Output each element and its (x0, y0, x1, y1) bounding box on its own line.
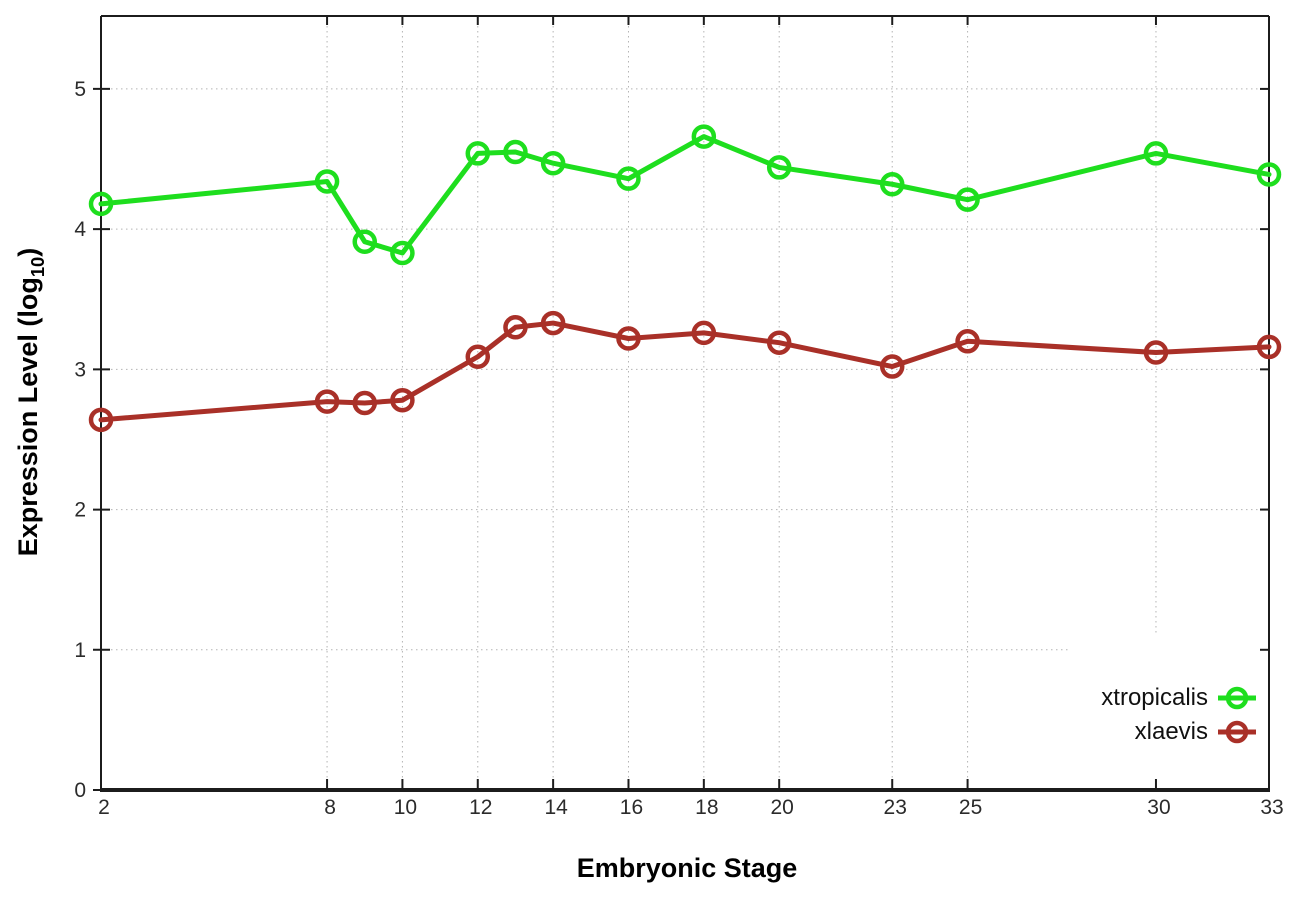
y-tick-label: 5 (74, 78, 86, 101)
x-tick-label: 10 (394, 796, 417, 819)
data-point-xlaevis (314, 389, 340, 414)
data-point-xtropicalis (540, 150, 566, 176)
y-axis-title-close: ) (13, 247, 43, 257)
legend-label-xlaevis: xlaevis (1134, 717, 1208, 745)
y-axis-title-main: Expression Level (log (13, 277, 43, 557)
legend: xtropicalis xlaevis (1068, 633, 1267, 786)
data-point-xlaevis (540, 310, 566, 336)
data-point-xlaevis (879, 354, 905, 379)
data-point-xlaevis (1256, 334, 1282, 360)
legend-item-xtropicalis: xtropicalis (1068, 681, 1267, 715)
data-point-xtropicalis (503, 139, 528, 165)
x-tick-label: 16 (620, 796, 643, 819)
x-tick-label: 30 (1147, 796, 1170, 819)
x-tick-label: 25 (959, 796, 982, 819)
data-point-xlaevis (465, 344, 491, 369)
x-tick-label: 20 (771, 796, 794, 819)
x-tick-label: 2 (98, 796, 110, 819)
y-axis-title: Expression Level (log10) (10, 152, 48, 652)
y-tick-label: 1 (74, 639, 86, 662)
legend-label-xtropicalis: xtropicalis (1101, 683, 1208, 711)
data-point-xtropicalis (352, 229, 377, 254)
x-tick-label: 12 (469, 796, 492, 819)
data-point-xlaevis (691, 320, 717, 346)
x-tick-label: 23 (884, 796, 907, 819)
data-point-xtropicalis (1143, 141, 1169, 166)
legend-marker-xlaevis-icon (1218, 720, 1256, 743)
legend-mask (1068, 633, 1266, 786)
data-point-xlaevis (88, 407, 114, 433)
data-point-xlaevis (390, 387, 415, 413)
data-point-xlaevis (1143, 340, 1169, 365)
data-point-xlaevis (955, 329, 980, 354)
data-point-xtropicalis (1256, 162, 1282, 187)
x-tick-label: 33 (1260, 796, 1283, 819)
legend-item-xlaevis: xlaevis (1068, 715, 1267, 749)
data-point-xlaevis (352, 390, 377, 416)
data-point-xtropicalis (616, 166, 641, 191)
data-point-xlaevis (503, 315, 528, 340)
x-tick-label: 18 (695, 796, 718, 819)
y-axis-title-subscript: 10 (27, 256, 48, 278)
data-point-xtropicalis (88, 191, 114, 217)
y-tick-label: 3 (74, 358, 86, 381)
y-tick-label: 0 (74, 779, 86, 802)
data-point-xtropicalis (390, 240, 415, 266)
data-point-xtropicalis (465, 141, 491, 166)
data-point-xtropicalis (955, 187, 980, 212)
x-tick-label: 14 (544, 796, 568, 819)
data-point-xtropicalis (766, 155, 792, 180)
data-point-xtropicalis (691, 124, 717, 149)
series-line-xlaevis (98, 320, 1272, 423)
series-line-xtropicalis (98, 134, 1272, 256)
data-point-xlaevis (616, 326, 641, 351)
data-point-xtropicalis (314, 169, 340, 194)
x-axis-title: Embryonic Stage (576, 853, 798, 883)
y-tick-label: 4 (74, 218, 86, 241)
x-tick-label: 8 (324, 796, 336, 819)
data-point-xlaevis (766, 330, 792, 355)
legend-marker-xtropicalis-icon (1218, 686, 1256, 709)
data-point-xtropicalis (879, 172, 905, 197)
y-tick-label: 2 (74, 499, 86, 522)
